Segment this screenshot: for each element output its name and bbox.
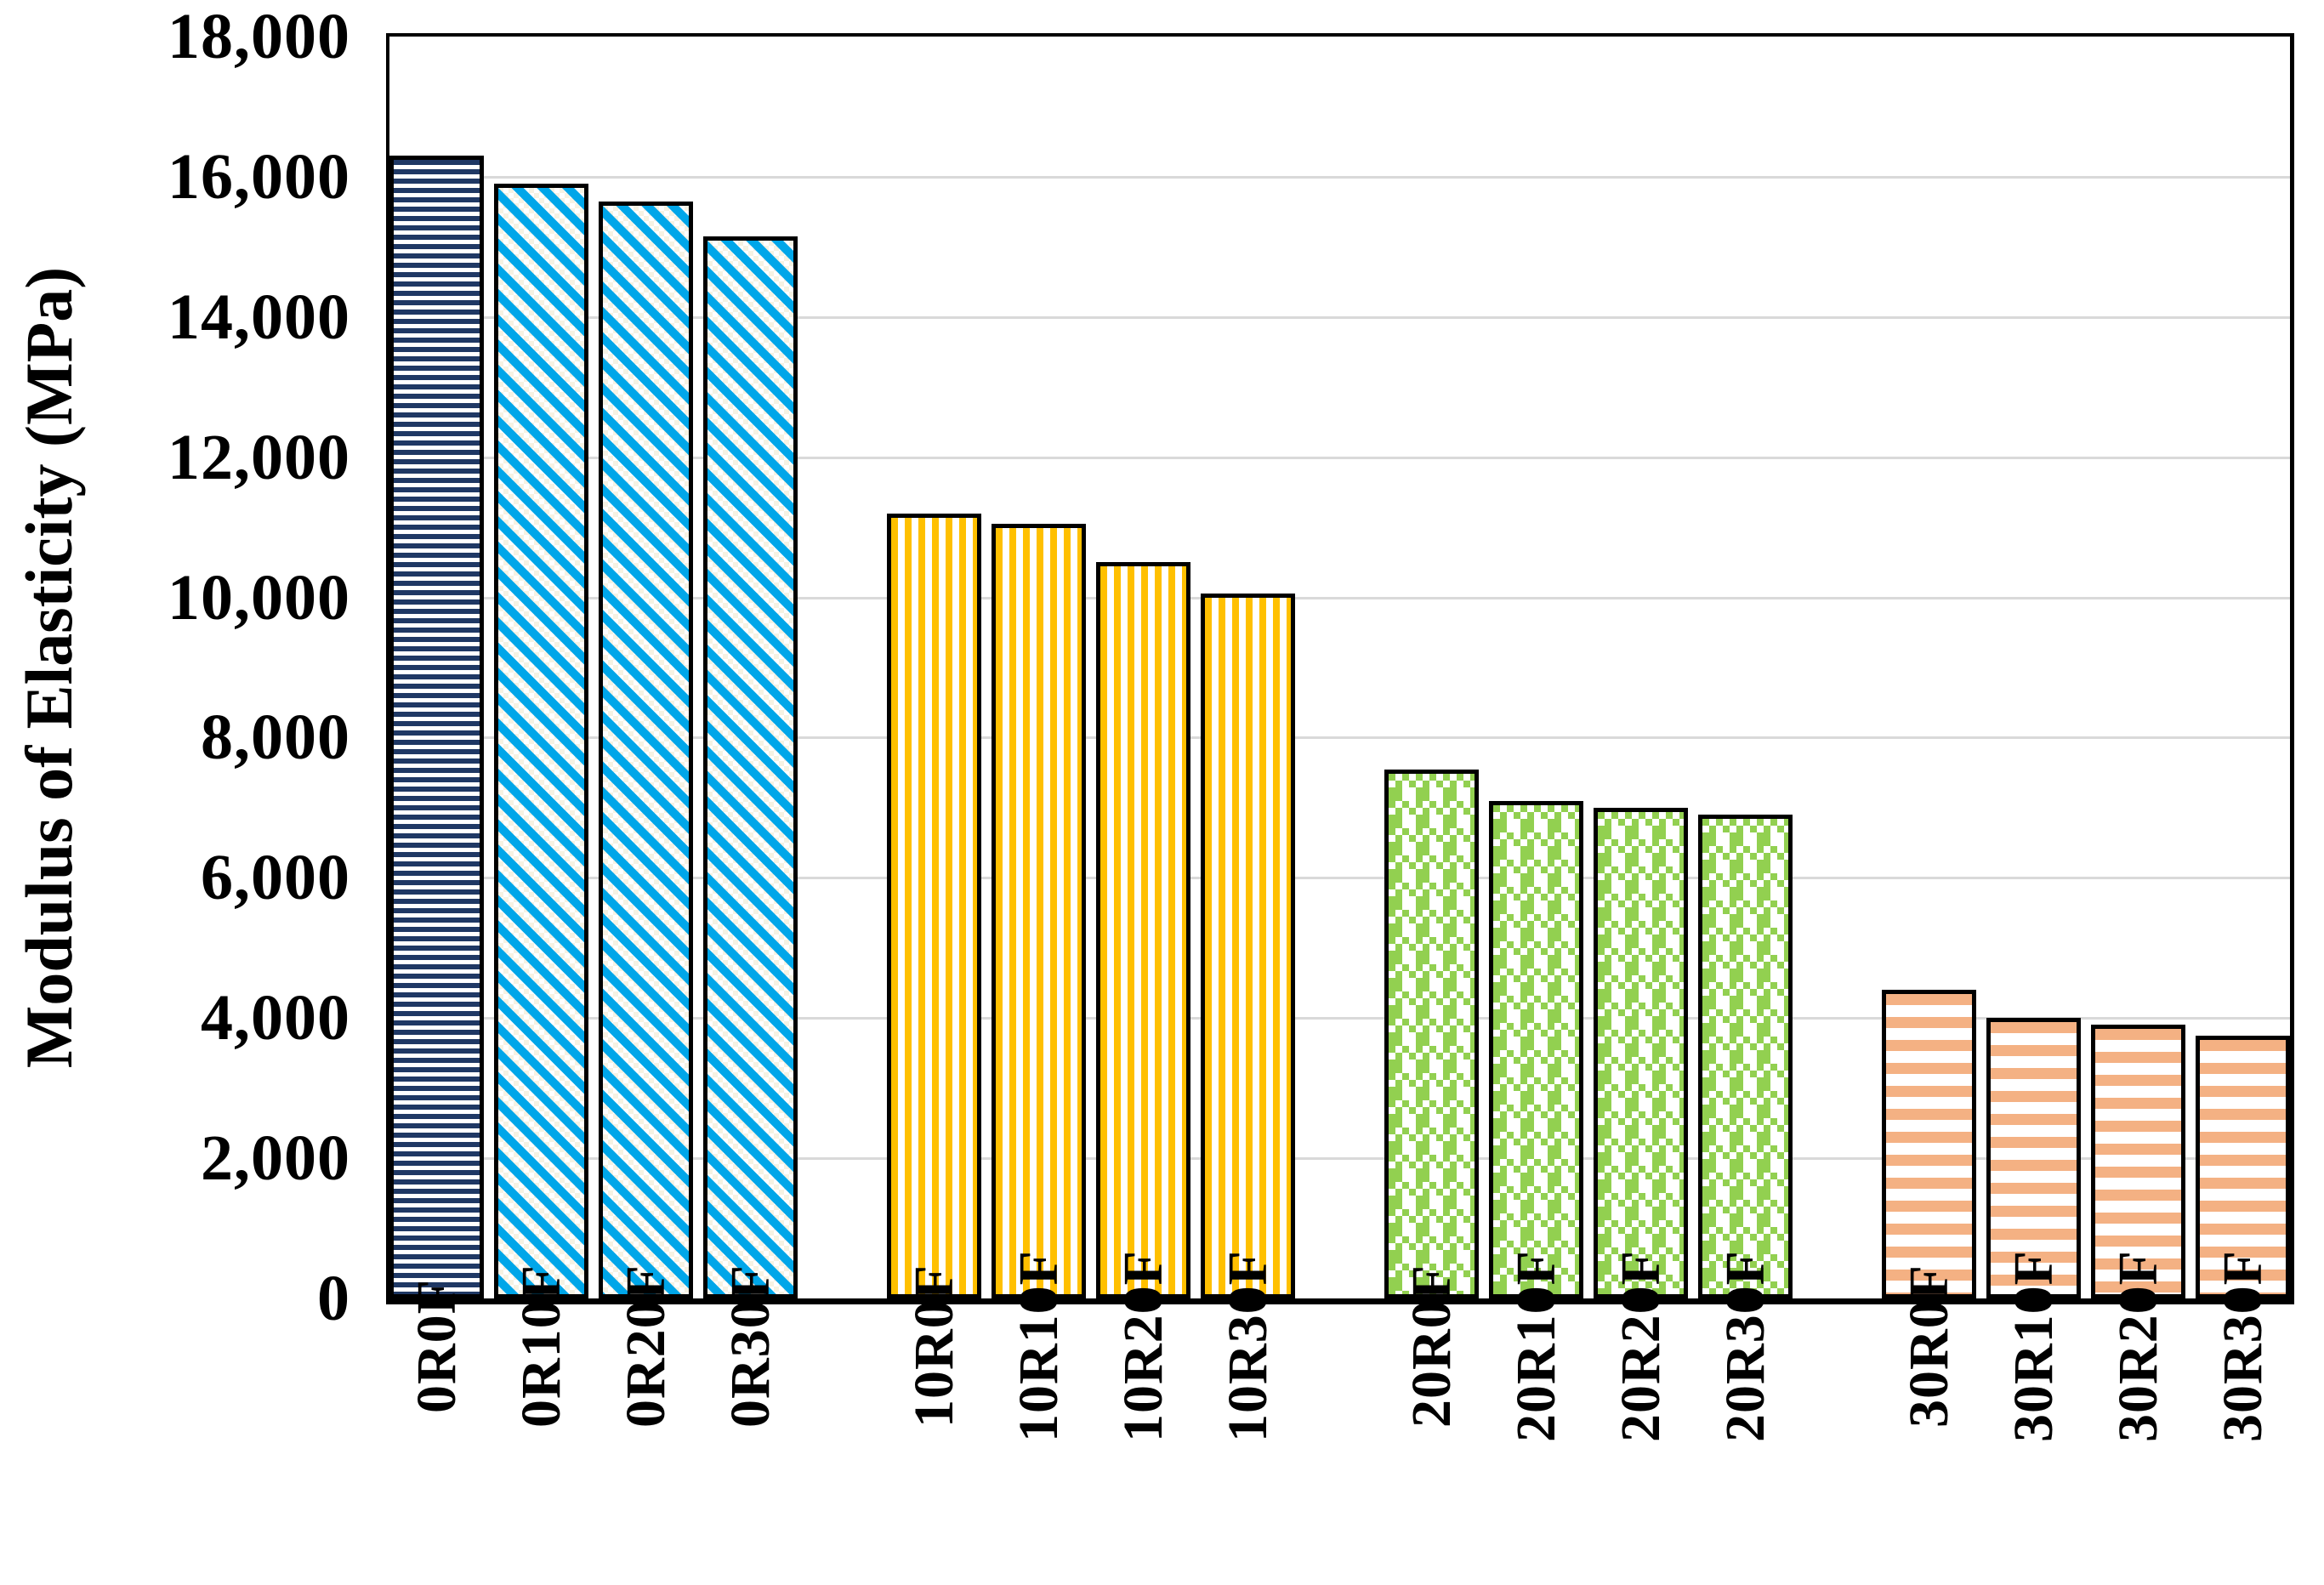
bar-10R10F (992, 524, 1086, 1298)
x-tick-label-30R20F: 30R20F (2106, 1250, 2169, 1442)
bar-30R0F (1882, 990, 1976, 1298)
gridline (389, 877, 2290, 880)
bar-20R0F (1384, 770, 1479, 1298)
x-tick-label-20R0F: 20R0F (1400, 1264, 1463, 1428)
x-tick-label-30R30F: 30R30F (2211, 1250, 2274, 1442)
x-tick-label-10R0F: 10R0F (902, 1264, 965, 1428)
y-tick-label-12000: 12,000 (168, 421, 350, 493)
y-tick-label-8000: 8,000 (201, 702, 350, 774)
y-tick-label-16000: 16,000 (168, 140, 350, 213)
x-tick-label-20R20F: 20R20F (1609, 1250, 1672, 1442)
x-tick-label-10R20F: 10R20F (1111, 1250, 1174, 1442)
bar-10R0F (887, 514, 981, 1298)
bar-20R30F (1698, 815, 1793, 1298)
y-tick-label-0: 0 (317, 1263, 350, 1334)
x-tick-label-0R0F: 0R0F (405, 1279, 468, 1413)
x-tick-label-30R10F: 30R10F (2002, 1250, 2065, 1442)
y-tick-label-6000: 6,000 (201, 842, 350, 914)
bar-30R20F (2091, 1025, 2185, 1298)
y-tick-label-2000: 2,000 (201, 1122, 350, 1195)
gridline (389, 175, 2290, 179)
gridline (389, 1157, 2290, 1161)
x-tick-label-20R30F: 20R30F (1713, 1250, 1776, 1442)
x-tick-label-10R30F: 10R30F (1216, 1250, 1279, 1442)
gridline (389, 736, 2290, 740)
y-tick-label-18000: 18,000 (168, 1, 350, 72)
bar-10R20F (1096, 562, 1190, 1298)
y-tick-label-10000: 10,000 (168, 561, 350, 633)
x-tick-label-0R30F: 0R30F (719, 1264, 781, 1428)
bar-0R30F (703, 236, 798, 1298)
bar-30R10F (1986, 1018, 2081, 1298)
bar-0R10F (494, 184, 588, 1298)
bar-30R30F (2196, 1036, 2290, 1298)
gridline (389, 1017, 2290, 1020)
y-tick-label-14000: 14,000 (168, 281, 350, 353)
bar-10R30F (1201, 594, 1295, 1298)
x-tick-label-0R10F: 0R10F (509, 1264, 572, 1428)
gridline (389, 596, 2290, 599)
plot-area (386, 33, 2294, 1304)
bar-0R20F (599, 202, 693, 1298)
bar-20R10F (1489, 801, 1583, 1298)
bar-0R0F (389, 156, 484, 1298)
x-tick-label-20R10F: 20R10F (1504, 1250, 1567, 1442)
bar-20R20F (1594, 808, 1688, 1298)
gridline (389, 315, 2290, 319)
gridline (389, 456, 2290, 459)
x-tick-label-30R0F: 30R0F (1897, 1264, 1960, 1428)
y-tick-label-4000: 4,000 (201, 982, 350, 1054)
y-axis-tick-labels: 0 2,000 4,000 6,000 8,000 10,000 12,000 14,000 1… (0, 0, 350, 1585)
x-tick-label-0R20F: 0R20F (614, 1264, 677, 1428)
x-tick-label-10R10F: 10R10F (1007, 1250, 1070, 1442)
